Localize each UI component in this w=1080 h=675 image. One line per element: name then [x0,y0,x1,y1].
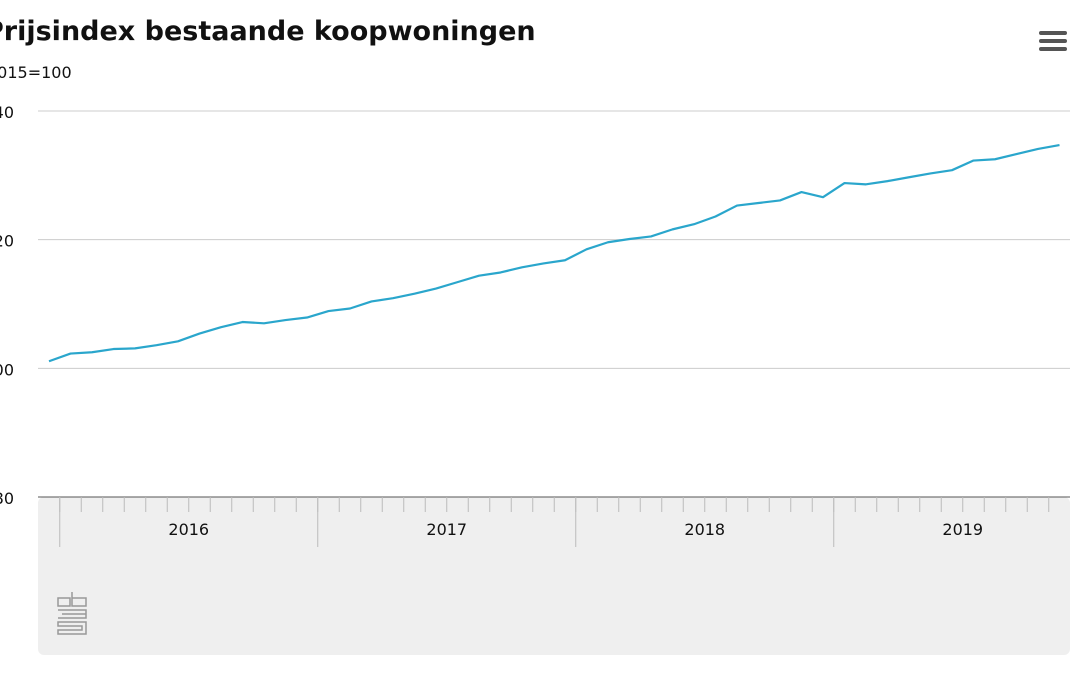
navigator [38,497,1070,655]
chart-subtitle: 2015=100 [0,63,72,82]
line-series [48,144,1060,363]
year-label: 2018 [684,520,725,539]
chart-title: Prijsindex bestaande koopwoningen [0,16,536,47]
y-tick-label: 140 [0,103,14,122]
logo [57,592,87,635]
menu-bar[interactable] [1039,31,1067,35]
year-label: 2019 [942,520,983,539]
y-tick-label: 120 [0,232,14,251]
year-label: 2017 [426,520,467,539]
menu-bar[interactable] [1039,39,1067,43]
menu-button[interactable] [1039,31,1067,51]
y-tick-label: 100 [0,360,14,379]
y-tick-label: 80 [0,489,14,508]
menu-bar[interactable] [1039,47,1067,51]
logo-shape [57,592,87,635]
year-label: 2016 [168,520,209,539]
